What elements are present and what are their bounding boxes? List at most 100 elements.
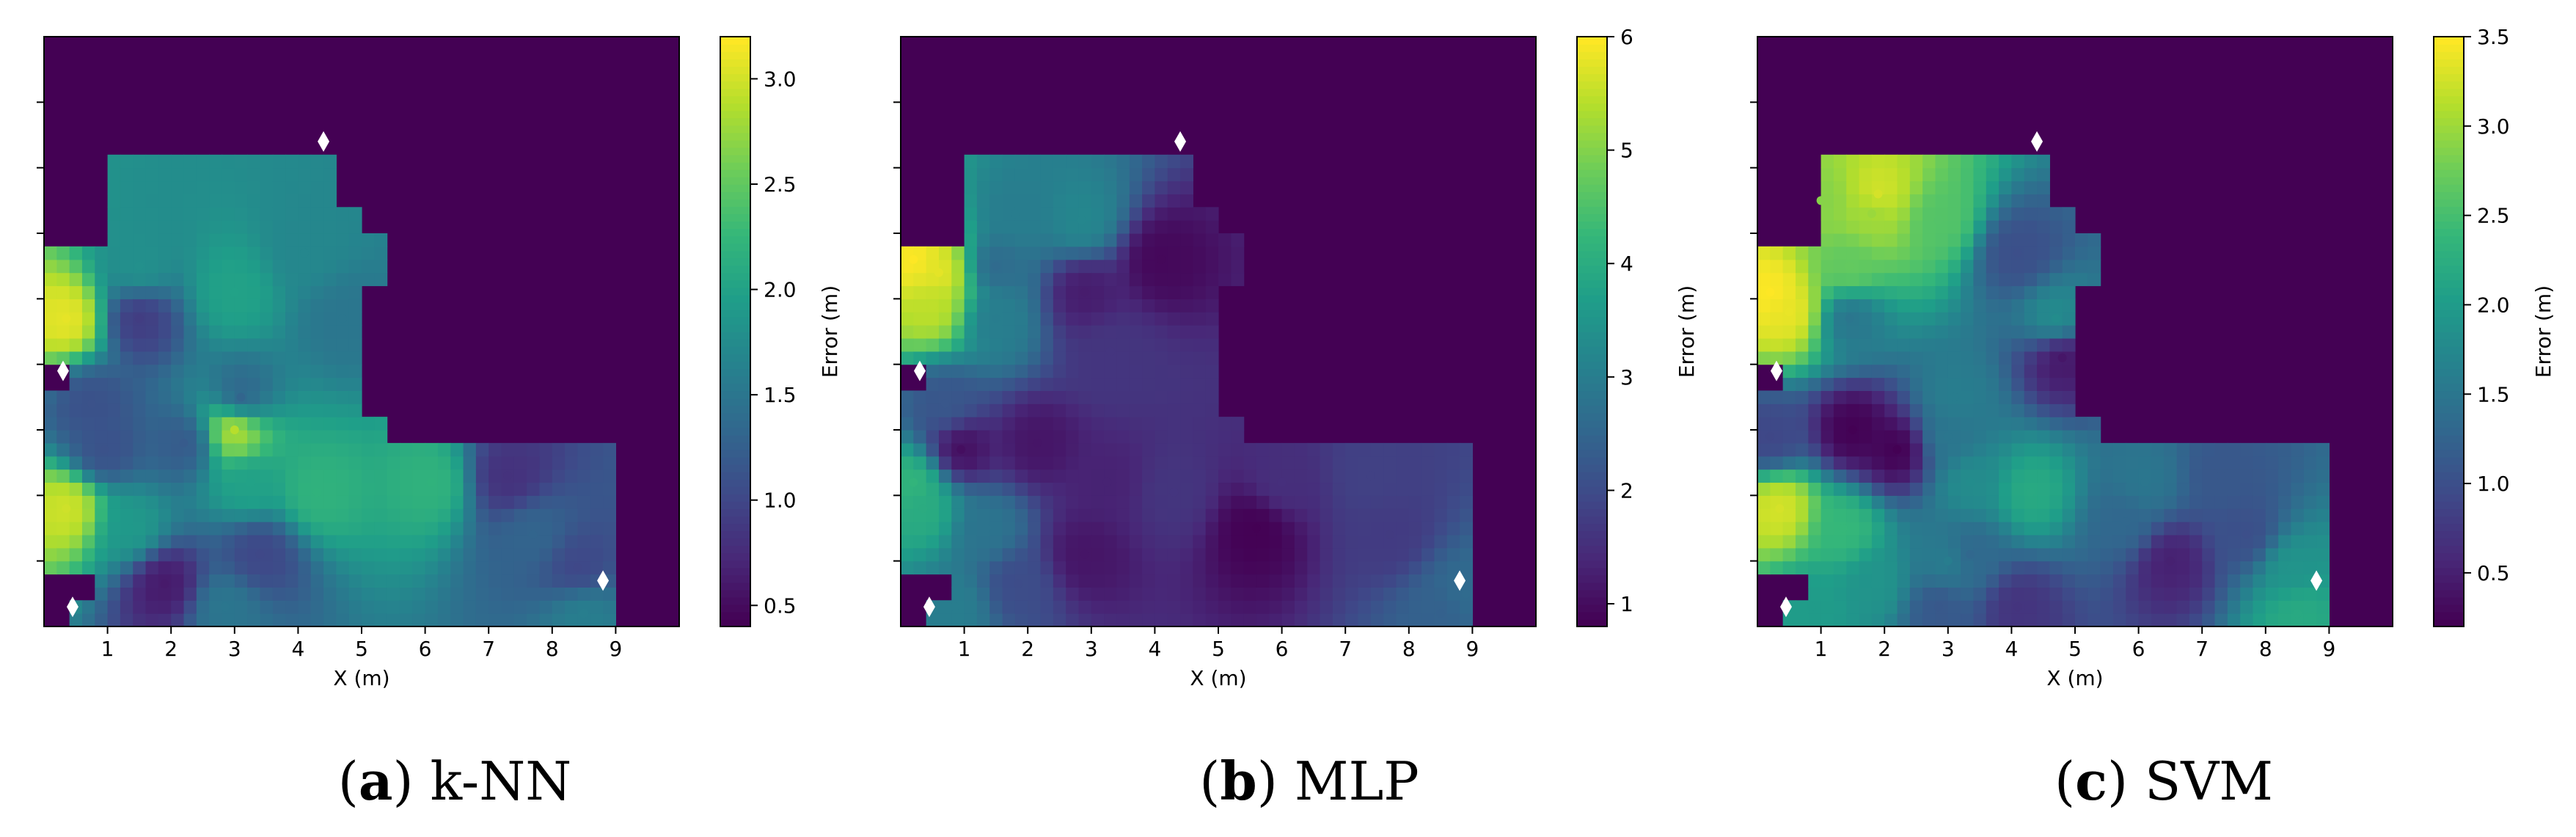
heatmap-cell — [489, 469, 502, 483]
heatmap-cell — [374, 246, 388, 260]
heatmap-cell — [1909, 220, 1923, 234]
heatmap-cell — [2024, 272, 2038, 287]
heatmap-cell — [1795, 534, 1809, 549]
heatmap-cell — [2202, 495, 2216, 509]
heatmap-cell — [1421, 495, 1435, 509]
heatmap-cell — [539, 456, 553, 470]
heatmap-cell — [158, 312, 172, 326]
heatmap-cell — [56, 442, 70, 457]
heatmap-cell — [976, 285, 990, 299]
heatmap-cell — [1859, 547, 1873, 562]
heatmap-cell — [348, 325, 362, 339]
heatmap-cell — [976, 442, 990, 457]
heatmap-cell — [2278, 547, 2292, 562]
colorbar-segment — [720, 611, 750, 620]
heatmap-cell — [1808, 495, 1822, 509]
heatmap-cell — [412, 456, 426, 470]
colorbar-segment — [1577, 479, 1607, 487]
heatmap-cell — [2291, 456, 2305, 470]
heatmap-cell — [1947, 207, 1961, 221]
colorbar-tick-label: 3.5 — [2477, 25, 2510, 49]
heatmap-cell — [2189, 482, 2203, 496]
heatmap-cell — [2253, 587, 2266, 601]
heatmap-cell — [1078, 574, 1092, 588]
heatmap-cell — [1961, 233, 1975, 247]
heatmap-cell — [2240, 600, 2254, 614]
colorbar-segment — [2434, 221, 2464, 230]
heatmap-cell — [1808, 560, 1822, 575]
heatmap-cell — [2126, 587, 2140, 601]
heatmap-cell — [260, 600, 274, 614]
heatmap-cell — [552, 482, 566, 496]
heatmap-cell — [989, 600, 1003, 614]
heatmap-cell — [1332, 574, 1346, 588]
heatmap-cell — [145, 180, 159, 194]
measurement-point — [62, 314, 71, 324]
heatmap-cell — [437, 547, 451, 562]
heatmap-cell — [1909, 207, 1923, 221]
heatmap-cell — [1345, 547, 1359, 562]
heatmap-cell — [336, 403, 350, 417]
colorbar-segment — [2434, 73, 2464, 82]
heatmap-cell — [1922, 508, 1936, 522]
heatmap-cell — [1078, 587, 1092, 601]
heatmap-cell — [1205, 587, 1219, 601]
heatmap-cell — [1808, 325, 1822, 339]
heatmap-cell — [513, 442, 527, 457]
heatmap-cell — [2189, 456, 2203, 470]
heatmap-cell — [2024, 337, 2038, 352]
heatmap-cell — [1833, 364, 1847, 379]
heatmap-cell — [501, 534, 515, 549]
heatmap-cell — [2024, 220, 2038, 234]
colorbar-label: Error (m) — [818, 285, 842, 378]
heatmap-cell — [183, 417, 197, 431]
heatmap-cell — [69, 508, 83, 522]
heatmap-cell — [1028, 351, 1042, 365]
heatmap-cell — [2087, 574, 2101, 588]
heatmap-cell — [1066, 469, 1080, 483]
heatmap-cell — [323, 403, 337, 417]
heatmap-cell — [323, 285, 337, 299]
heatmap-cell — [183, 233, 197, 247]
heatmap-cell — [1066, 587, 1080, 601]
heatmap-cell — [1281, 613, 1295, 627]
heatmap-cell — [1193, 534, 1207, 549]
heatmap-cell — [158, 547, 172, 562]
heatmap-cell — [1782, 403, 1796, 417]
colorbar-segment — [1577, 383, 1607, 392]
heatmap-cell — [2062, 220, 2076, 234]
heatmap-cell — [1846, 364, 1860, 379]
heatmap-cell — [1871, 377, 1885, 391]
heatmap-cell — [1040, 312, 1054, 326]
colorbar-tick-label: 2 — [1620, 478, 1633, 502]
measurement-point — [1157, 255, 1166, 264]
heatmap-cell — [1833, 337, 1847, 352]
heatmap-cell — [2049, 560, 2063, 575]
heatmap-cell — [1104, 560, 1118, 575]
heatmap-cell — [1935, 456, 1949, 470]
heatmap-cell — [938, 482, 952, 496]
heatmap-cell — [951, 547, 965, 562]
heatmap-cell — [450, 534, 464, 549]
heatmap-cell — [577, 456, 591, 470]
heatmap-cell — [272, 272, 286, 287]
heatmap-cell — [222, 272, 235, 287]
heatmap-cell — [1205, 233, 1219, 247]
heatmap-cell — [590, 534, 604, 549]
heatmap-cell — [310, 299, 324, 312]
heatmap-cell — [951, 364, 965, 379]
heatmap-cell — [2024, 574, 2038, 588]
heatmap-cell — [1358, 456, 1372, 470]
heatmap-cell — [285, 154, 299, 169]
heatmap-cell — [1782, 246, 1796, 260]
heatmap-cell — [2075, 259, 2088, 274]
heatmap-cell — [1986, 246, 1999, 260]
heatmap-cell — [1795, 469, 1809, 483]
heatmap-cell — [1897, 154, 1911, 169]
heatmap-cell — [196, 312, 210, 326]
heatmap-cell — [1053, 351, 1066, 365]
heatmap-cell — [1053, 272, 1066, 287]
colorbar-segment — [2434, 243, 2464, 252]
heatmap-cell — [1897, 207, 1911, 221]
heatmap-cell — [2164, 613, 2178, 627]
